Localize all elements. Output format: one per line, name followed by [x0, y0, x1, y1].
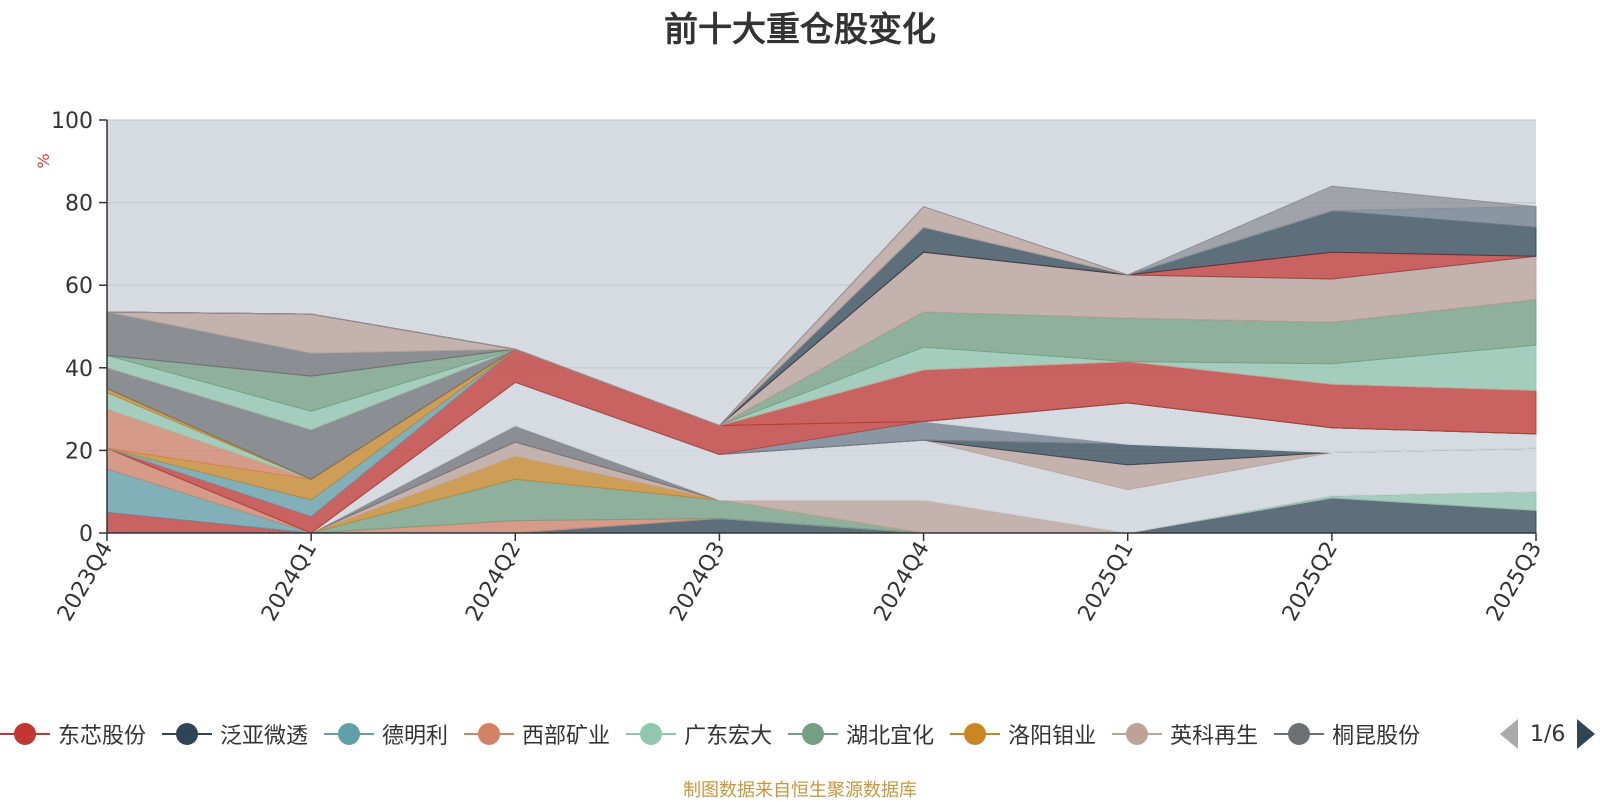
- legend-label: 洛阳钼业: [1008, 724, 1097, 749]
- x-tick-label: 2025Q2: [1278, 538, 1343, 626]
- legend-pager: 1/6: [1500, 714, 1596, 754]
- legend-item[interactable]: 洛阳钼业: [950, 718, 1096, 750]
- legend-label: 西部矿业: [522, 724, 611, 749]
- y-tick-label: 100: [51, 109, 93, 134]
- legend-marker-icon: [788, 720, 839, 748]
- area-series-group: [106, 185, 1537, 534]
- x-tick-label: 2025Q3: [1482, 538, 1547, 626]
- legend-page-indicator: 1/6: [1530, 721, 1566, 747]
- y-axis-unit-label: %: [34, 153, 53, 168]
- legend-marker-icon: [464, 720, 515, 748]
- source-note: 制图数据来自恒生聚源数据库: [683, 780, 917, 801]
- x-tick-label: 2024Q2: [461, 538, 526, 626]
- legend-item[interactable]: 英科再生: [1112, 718, 1258, 750]
- y-tick-label: 80: [65, 192, 93, 217]
- legend-item[interactable]: 湖北宜化: [788, 718, 934, 750]
- legend-marker-icon: [1112, 720, 1163, 748]
- legend-track: 东芯股份 泛亚微透 德明利 西部矿业 广东宏大 湖北宜化 洛阳钼业 英科再生 桐昆股份: [0, 714, 1482, 754]
- legend-marker-icon: [162, 720, 213, 748]
- legend-marker-icon: [950, 720, 1001, 748]
- legend-item[interactable]: 德明利: [324, 718, 448, 750]
- legend-label: 英科再生: [1170, 724, 1259, 749]
- legend-marker-icon: [1274, 720, 1325, 748]
- chart-title: 前十大重仓股变化: [664, 10, 936, 50]
- legend: 东芯股份 泛亚微透 德明利 西部矿业 广东宏大 湖北宜化 洛阳钼业 英科再生 桐昆股份 1/6: [0, 714, 1600, 754]
- legend-item[interactable]: 西部矿业: [464, 718, 610, 750]
- legend-prev-page-icon[interactable]: [1500, 719, 1518, 749]
- legend-item[interactable]: 东芯股份: [0, 718, 146, 750]
- x-tick-label: 2025Q1: [1074, 538, 1139, 626]
- area-series[interactable]: [106, 185, 1537, 427]
- legend-label: 东芯股份: [58, 724, 147, 749]
- legend-item[interactable]: 广东宏大: [626, 718, 772, 750]
- legend-next-page-icon[interactable]: [1577, 719, 1596, 749]
- legend-label: 桐昆股份: [1332, 724, 1421, 749]
- x-tick-label: 2024Q3: [665, 538, 730, 626]
- legend-marker-icon: [626, 720, 677, 748]
- legend-viewport: 东芯股份 泛亚微透 德明利 西部矿业 广东宏大 湖北宜化 洛阳钼业 英科再生 桐昆股份: [0, 714, 1482, 754]
- y-tick-label: 20: [65, 439, 93, 464]
- legend-marker-icon: [324, 720, 375, 748]
- y-tick-label: 0: [79, 522, 93, 547]
- legend-marker-icon: [0, 720, 50, 748]
- y-tick-label: 60: [65, 274, 93, 299]
- y-tick-label: 40: [65, 357, 93, 382]
- x-tick-label: 2024Q4: [869, 538, 934, 626]
- legend-label: 泛亚微透: [220, 724, 309, 749]
- legend-item[interactable]: 泛亚微透: [162, 718, 308, 750]
- legend-label: 湖北宜化: [846, 724, 935, 749]
- legend-label: 德明利: [382, 724, 449, 749]
- x-tick-label: 2023Q4: [53, 538, 118, 626]
- legend-label: 广东宏大: [684, 724, 773, 749]
- x-tick-label: 2024Q1: [257, 538, 322, 626]
- legend-item[interactable]: 桐昆股份: [1274, 718, 1420, 750]
